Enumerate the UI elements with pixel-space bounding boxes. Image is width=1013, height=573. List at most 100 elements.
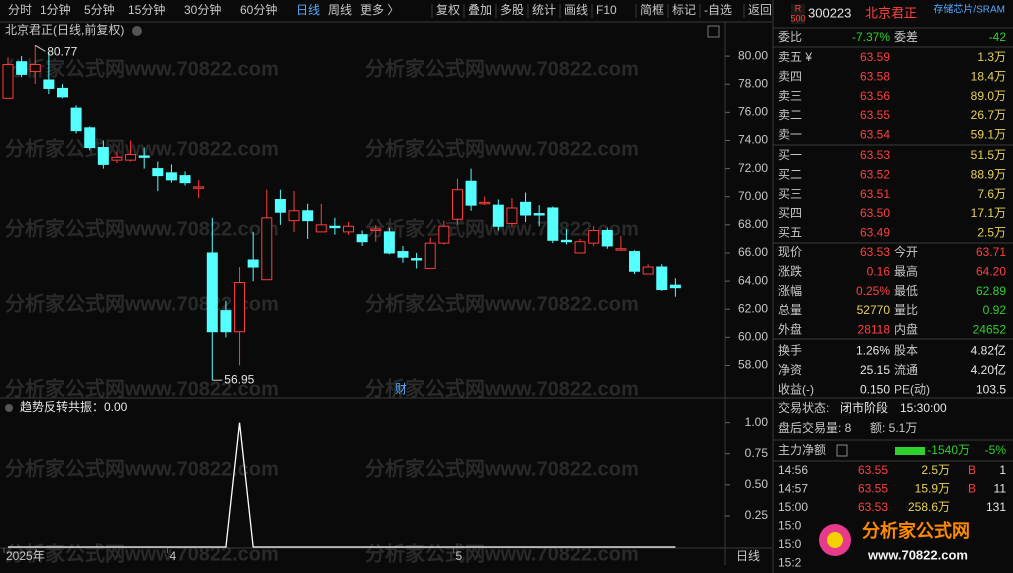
panel-text: 外盘 [778, 321, 802, 336]
toolbar-button[interactable]: 5分钟 [84, 2, 115, 17]
candle-body [465, 180, 477, 206]
candle-body [642, 266, 654, 275]
toolbar-button[interactable]: 日线 [296, 3, 320, 17]
panel-text: 63.54 [860, 127, 890, 141]
y-tick-label: 76.00 [738, 105, 768, 119]
panel-text: 63.55 [860, 108, 890, 122]
period-label[interactable]: 日线 [736, 549, 760, 563]
x-tick-label: 4 [169, 549, 176, 563]
logo-flower-center [827, 532, 843, 548]
panel-text: 62.89 [976, 284, 1006, 298]
toolbar-button[interactable]: 更多 〉 [360, 3, 399, 17]
y-tick-label: 0.50 [745, 477, 769, 491]
toolbar-button[interactable]: F10 [596, 3, 617, 17]
toolbar-button[interactable]: 复权 [436, 3, 460, 17]
toolbar-button[interactable]: 多股 [500, 3, 524, 17]
panel-text: 量比 [894, 303, 918, 317]
candle-body [629, 251, 641, 272]
panel-text: 51.5万 [971, 148, 1006, 162]
candle-body [669, 284, 681, 289]
toolbar-button[interactable]: 1分钟 [40, 2, 71, 17]
candle-body [220, 310, 232, 333]
watermarks: 分析家公式网www.70822.com 分析家公式网www.70822.com … [5, 56, 639, 565]
panel-text: B [968, 482, 976, 496]
panel-text: 现价 [778, 245, 802, 259]
toolbar-button[interactable]: 周线 [328, 3, 352, 17]
panel-text: 14:57 [778, 482, 808, 496]
toolbar-button[interactable]: 分时 [8, 3, 32, 17]
panel-text: 131 [986, 500, 1006, 514]
candle-body [165, 172, 177, 181]
candle-body [411, 258, 423, 261]
panel-text: 卖四 [778, 69, 802, 83]
candle-body [2, 64, 14, 99]
panel-text: 15:2 [778, 556, 802, 570]
candle-body [615, 248, 627, 251]
logo-url: www.70822.com [867, 547, 968, 562]
panel-text: B [968, 463, 976, 477]
toolbar-button[interactable]: 简框 [640, 3, 664, 17]
panel-text: 63.53 [860, 245, 890, 259]
toolbar-button[interactable]: -自选 [704, 3, 732, 17]
dropdown-icon[interactable] [132, 26, 142, 36]
toolbar-button[interactable]: 返回 [748, 3, 772, 17]
badge [791, 4, 805, 24]
panel-text: 25.15 [860, 363, 890, 377]
candle-body [356, 234, 368, 243]
candle-body [56, 87, 68, 98]
toolbar-button[interactable]: 画线 [564, 3, 588, 17]
candle-body [70, 107, 82, 132]
toolbar-button[interactable]: 叠加 [468, 3, 492, 17]
panel-text: 0.16 [867, 264, 891, 278]
panel-text: 1.26% [856, 344, 890, 358]
panel-text: 258.6万 [908, 500, 950, 514]
y-tick-label: 64.00 [738, 273, 768, 287]
panel-text: 1 [999, 463, 1006, 477]
toolbar-button[interactable]: 标记 [672, 3, 696, 17]
y-tick-label: 60.00 [738, 330, 768, 344]
panel-text: 买五 [778, 225, 802, 239]
logo-name: 分析家公式网 [862, 520, 970, 541]
panel-text: 63.51 [860, 187, 890, 201]
y-tick-label: 68.00 [738, 217, 768, 231]
settings-icon[interactable] [707, 25, 720, 38]
panel-text: 7.6万 [977, 187, 1006, 201]
panel-text: 内盘 [894, 321, 918, 336]
panel-text: 卖五 ¥ [778, 50, 812, 64]
panel-text: 63.52 [860, 167, 890, 181]
panel-text: 64.20 [976, 264, 1006, 278]
candle-body [574, 241, 586, 254]
event-marker: 财 [395, 382, 407, 396]
panel-text: 最高 [894, 263, 918, 278]
candle-body [315, 224, 327, 233]
panel-text: 今开 [894, 244, 918, 259]
panel-text: 63.59 [860, 50, 890, 64]
candle-body [125, 154, 137, 161]
panel-text: 15:0 [778, 519, 802, 533]
panel-text: 63.55 [858, 463, 888, 477]
toolbar-button[interactable]: 15分钟 [128, 2, 165, 17]
panel-text: 28118 [858, 322, 891, 336]
candle-body [438, 225, 450, 244]
panel-text: 4.20亿 [971, 362, 1006, 377]
toolbar-button[interactable]: 60分钟 [240, 2, 277, 17]
candle-body [302, 210, 314, 222]
candle-body [97, 147, 109, 165]
y-tick-label: 80.00 [738, 48, 768, 62]
stock-code: 300223 [808, 5, 851, 20]
y-tick-label: 0.75 [745, 446, 769, 460]
flow-bar [895, 447, 925, 455]
watermark: 分析家公式网www.70822.com [365, 56, 639, 80]
candle-body [520, 201, 532, 216]
toolbar-button[interactable]: 30分钟 [184, 2, 221, 17]
watermark: 分析家公式网www.70822.com [365, 456, 639, 480]
candle-body [288, 210, 300, 222]
y-tick-label: 72.00 [738, 161, 768, 175]
panel-text: 63.53 [860, 148, 890, 162]
panel-text: 股本 [894, 344, 918, 358]
panel-text: -1540万 [927, 443, 970, 457]
panel-text: 主力净额 [778, 443, 826, 457]
toolbar-button[interactable]: 统计 [532, 3, 556, 17]
panel-text: 2.5万 [921, 463, 950, 477]
